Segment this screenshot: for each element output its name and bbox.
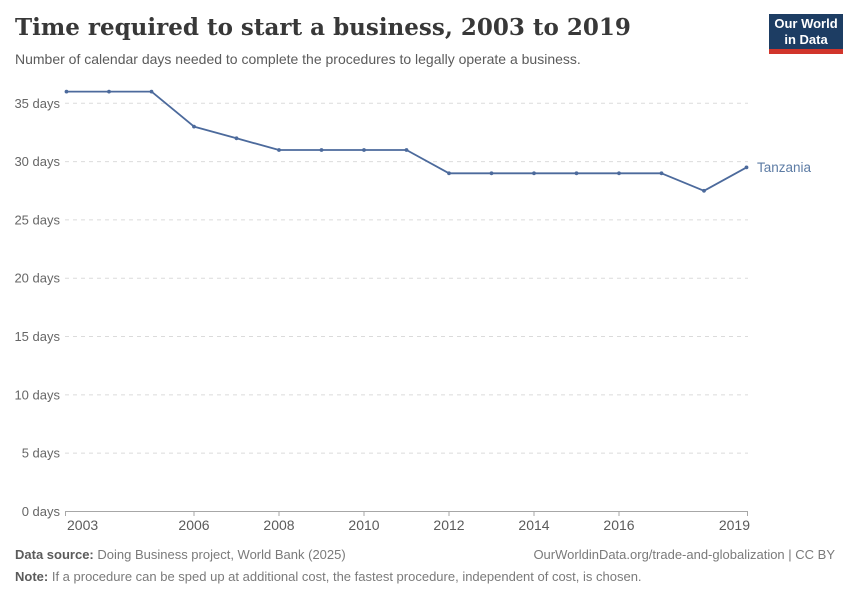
series-line[interactable]: [65, 90, 748, 192]
data-point[interactable]: [574, 171, 579, 176]
header: Time required to start a business, 2003 …: [15, 14, 755, 68]
y-tick-label: 15 days: [14, 329, 60, 344]
note-line: Note: If a procedure can be sped up at a…: [15, 569, 835, 584]
data-point[interactable]: [404, 148, 409, 152]
y-tick-label: 25 days: [14, 212, 60, 227]
data-point[interactable]: [489, 171, 494, 176]
data-point[interactable]: [64, 89, 69, 94]
x-tick-label: 2006: [178, 517, 209, 533]
note-text: If a procedure can be sped up at additio…: [48, 569, 642, 584]
note-label: Note:: [15, 569, 49, 584]
x-tick-label: 2008: [263, 517, 294, 533]
data-point[interactable]: [277, 148, 281, 152]
x-tick-label: 2010: [348, 517, 379, 533]
x-tick-label: 2014: [518, 517, 549, 533]
owid-logo-line1: Our World: [774, 15, 838, 31]
rights-link[interactable]: OurWorldinData.org/trade-and-globalizati…: [533, 547, 835, 562]
y-tick-label: 10 days: [14, 387, 60, 402]
data-point[interactable]: [234, 136, 239, 141]
data-point[interactable]: [362, 148, 366, 152]
data-point[interactable]: [319, 148, 324, 152]
y-tick-label: 0 days: [22, 504, 61, 519]
page-title: Time required to start a business, 2003 …: [15, 14, 631, 41]
x-tick-label: 2016: [603, 517, 634, 533]
owid-logo[interactable]: Our World in Data: [769, 14, 843, 54]
data-point[interactable]: [192, 124, 196, 129]
series-label-tanzania[interactable]: Tanzania: [757, 160, 812, 175]
x-tick-label: 2019: [719, 517, 750, 533]
data-point[interactable]: [617, 171, 621, 176]
data-point[interactable]: [744, 165, 749, 170]
x-tick-label: 2003: [67, 517, 98, 533]
data-source-label: Data source:: [15, 547, 94, 562]
owid-logo-line2: in Data: [784, 31, 828, 47]
data-source-line: Data source: Doing Business project, Wor…: [15, 547, 346, 562]
x-tick-label: 2012: [433, 517, 464, 533]
chart-subtitle: Number of calendar days needed to comple…: [15, 51, 581, 67]
data-point[interactable]: [149, 89, 154, 94]
data-point[interactable]: [107, 89, 111, 94]
y-tick-label: 35 days: [14, 96, 60, 111]
data-point[interactable]: [702, 188, 706, 193]
y-tick-label: 30 days: [14, 154, 60, 169]
data-point[interactable]: [532, 171, 536, 176]
y-tick-label: 5 days: [22, 446, 61, 461]
chart-footer: Data source: Doing Business project, Wor…: [15, 547, 835, 584]
data-point[interactable]: [447, 171, 451, 176]
y-tick-label: 20 days: [14, 271, 60, 286]
data-point[interactable]: [659, 171, 664, 176]
data-source-text: Doing Business project, World Bank (2025…: [93, 547, 346, 562]
